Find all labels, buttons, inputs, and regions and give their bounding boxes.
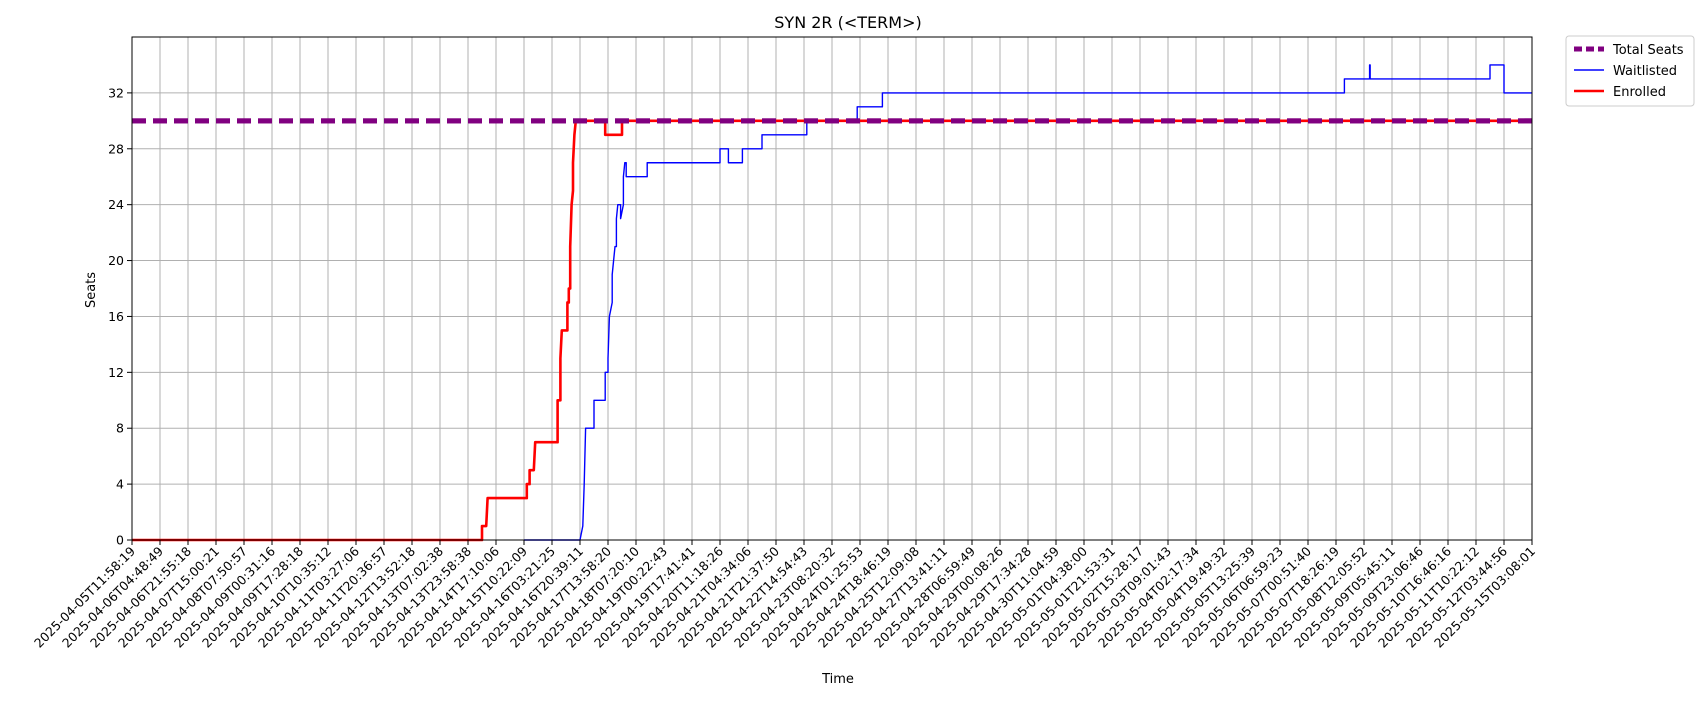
legend-label-waitlisted: Waitlisted [1613, 64, 1677, 79]
x-axis-label: Time [821, 672, 854, 687]
y-tick-label: 24 [108, 197, 124, 212]
series-line-waitlisted [524, 64, 1532, 541]
y-axis-ticks: 0 4 8 12 16 20 24 28 32 [108, 85, 132, 548]
y-tick-label: 0 [116, 533, 124, 548]
legend-label-enrolled: Enrolled [1613, 85, 1666, 100]
grid [131, 37, 1533, 541]
y-tick-label: 4 [116, 477, 124, 492]
y-axis-label: Seats [84, 272, 99, 308]
series-layer [132, 64, 1532, 542]
x-axis-ticks: 2025-04-05T11:58:192025-04-06T04:48:4920… [31, 540, 1538, 651]
legend-box [1565, 35, 1695, 107]
y-tick-label: 32 [108, 85, 124, 100]
y-tick-label: 16 [108, 309, 124, 324]
y-tick-label: 8 [116, 421, 124, 436]
y-tick-label: 20 [108, 253, 124, 268]
legend: Total Seats Waitlisted Enrolled [1565, 35, 1695, 107]
legend-label-total-seats: Total Seats [1612, 43, 1684, 58]
chart-title: SYN 2R (<TERM>) [774, 13, 921, 32]
y-tick-label: 12 [108, 365, 124, 380]
y-tick-label: 28 [108, 141, 124, 156]
